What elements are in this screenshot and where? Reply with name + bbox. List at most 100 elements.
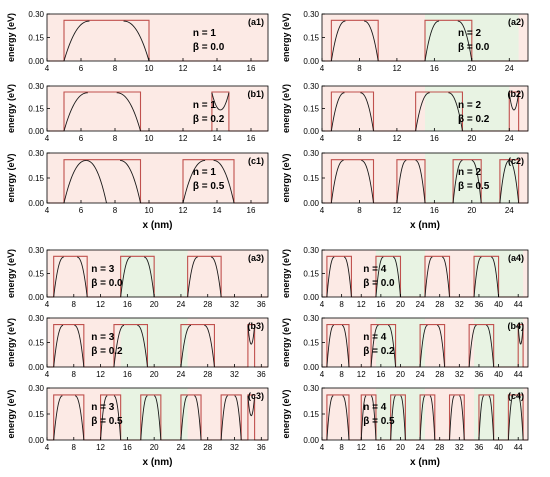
beta-annotation: β = 0.2 xyxy=(193,114,225,125)
x-tick-label: 12 xyxy=(179,206,188,215)
wavefunction-curve xyxy=(247,325,256,345)
x-tick-label: 28 xyxy=(203,443,212,452)
wavefunction-curve xyxy=(459,395,465,441)
wavefunction-curve xyxy=(486,324,495,368)
x-tick-label: 16 xyxy=(376,370,385,379)
n-annotation: n = 2 xyxy=(458,100,482,111)
x-tick-label: 10 xyxy=(145,64,154,73)
wavefunction-curve xyxy=(53,395,63,441)
wavefunction-curve xyxy=(144,256,155,298)
wavefunction-curve xyxy=(86,160,107,204)
wavefunction-curve xyxy=(116,92,141,132)
x-tick-label: 16 xyxy=(430,64,439,73)
potential-profile xyxy=(322,91,528,132)
x-tick-label: 4 xyxy=(320,206,325,215)
n-annotation: n = 3 xyxy=(91,402,115,413)
x-tick-label: 36 xyxy=(474,443,483,452)
wavefunction-curve xyxy=(449,395,455,441)
panel-label: (c1) xyxy=(248,156,264,166)
panel-label: (b2) xyxy=(508,89,525,99)
wavefunction-curve xyxy=(499,160,510,204)
wavefunction-curve xyxy=(370,395,377,441)
x-tick-label: 8 xyxy=(113,134,118,143)
panel-label: (c3) xyxy=(248,391,264,401)
wavefunction-curve xyxy=(473,256,482,298)
x-tick-label: 20 xyxy=(467,134,476,143)
x-tick-label: 24 xyxy=(416,370,425,379)
panel-b3: 0.00 0.15 0.30 4 8 12 16 20 24 28 32 36 energy (eV) (… xyxy=(6,314,269,379)
x-tick-label: 12 xyxy=(392,134,401,143)
x-tick-label: 8 xyxy=(72,300,77,309)
x-tick-label: 40 xyxy=(494,370,503,379)
x-tick-label: 24 xyxy=(176,370,185,379)
x-axis-label: x (nm) xyxy=(143,220,173,231)
panel-a3: 0.00 0.15 0.30 4 8 12 16 20 24 28 32 36 energy (eV) (… xyxy=(6,246,269,309)
y-axis-label: energy (eV) xyxy=(6,318,16,367)
wavefunction-curve xyxy=(442,256,450,298)
wavefunction-curve xyxy=(154,395,162,441)
wavefunction-curve xyxy=(508,92,520,111)
x-tick-label: 28 xyxy=(435,300,444,309)
y-tick-label: 0.30 xyxy=(303,149,319,158)
y-tick-label: 0.15 xyxy=(303,410,319,419)
y-tick-label: 0.00 xyxy=(28,293,44,302)
wavefunction-curve xyxy=(424,256,433,298)
wavefunction-curve xyxy=(330,160,344,204)
y-tick-label: 0.15 xyxy=(28,270,44,279)
wavefunction-curve xyxy=(120,160,141,204)
wavefunction-curve xyxy=(424,20,440,62)
panel-c3: 0.00 0.15 0.30 4 8 12 16 20 24 28 32 36 energy (eV) x… xyxy=(6,384,269,468)
y-tick-label: 0.30 xyxy=(28,246,44,255)
wavefunction-curve xyxy=(388,324,397,368)
wavefunction-curve xyxy=(120,256,131,298)
x-tick-label: 20 xyxy=(396,300,405,309)
x-tick-label: 36 xyxy=(257,443,266,452)
panel-label: (a3) xyxy=(248,253,264,263)
x-tick-label: 4 xyxy=(45,134,50,143)
blank-region xyxy=(265,318,268,367)
n-annotation: n = 4 xyxy=(363,402,387,413)
x-tick-label: 20 xyxy=(467,64,476,73)
x-tick-label: 24 xyxy=(176,300,185,309)
n-annotation: n = 3 xyxy=(91,332,115,343)
wavefunction-curve xyxy=(390,395,396,441)
x-tick-label: 28 xyxy=(203,370,212,379)
wavefunction-curve xyxy=(74,324,85,368)
blank-region xyxy=(265,388,268,440)
y-axis-label: energy (eV) xyxy=(281,84,291,133)
y-axis-label: energy (eV) xyxy=(281,13,291,62)
x-tick-label: 16 xyxy=(247,206,256,215)
panel-label: (a2) xyxy=(508,17,524,27)
x-tick-label: 32 xyxy=(455,370,464,379)
y-tick-label: 0.00 xyxy=(28,127,44,136)
panel-a4: 0.00 0.15 0.30 4 8 12 16 20 24 28 32 36 40 44 energy (… xyxy=(281,246,529,309)
beta-annotation: β = 0.5 xyxy=(363,416,395,427)
x-tick-label: 4 xyxy=(45,370,50,379)
x-tick-label: 8 xyxy=(72,370,77,379)
wavefunction-curve xyxy=(123,20,150,62)
wavefunction-curve xyxy=(471,160,482,204)
wavefunction-curve xyxy=(518,395,524,441)
potential-profile xyxy=(47,255,268,298)
wavefunction-curve xyxy=(330,92,345,132)
y-tick-label: 0.15 xyxy=(28,34,44,43)
beta-annotation: β = 0.5 xyxy=(193,181,225,192)
panel-b2: 0.00 0.15 0.30 4 8 12 16 20 24 energy (eV) (b2) n =… xyxy=(281,82,529,143)
wavefunction-curve xyxy=(211,256,222,298)
x-axis-label: x (nm) xyxy=(410,220,440,231)
wavefunction-curve xyxy=(113,324,125,368)
y-tick-label: 0.00 xyxy=(28,363,44,372)
x-tick-label: 4 xyxy=(45,443,50,452)
wavefunction-curve xyxy=(187,256,198,298)
y-tick-label: 0.00 xyxy=(303,293,319,302)
x-tick-label: 8 xyxy=(339,300,344,309)
wavefunction-curve xyxy=(419,395,426,441)
x-tick-label: 20 xyxy=(150,300,159,309)
panel-b1: 0.00 0.15 0.30 4 6 8 10 12 14 16 energy (eV) (b1) n … xyxy=(6,82,269,143)
beta-annotation: β = 0.0 xyxy=(91,278,123,289)
y-tick-label: 0.00 xyxy=(28,436,44,445)
panel-label: (a4) xyxy=(508,253,524,263)
x-tick-label: 28 xyxy=(435,370,444,379)
wavefunction-curve xyxy=(326,256,335,298)
wavefunction-curve xyxy=(63,160,87,204)
